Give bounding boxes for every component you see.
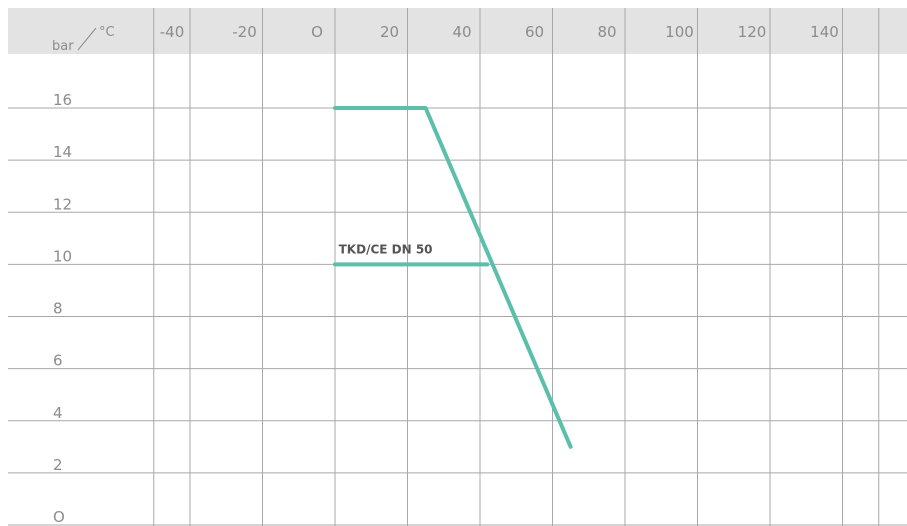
series-label: TKD/CE DN 50 <box>339 242 433 256</box>
y-axis-ticks: 16 14 12 10 8 6 4 2 O <box>53 91 72 526</box>
header-band <box>8 8 907 54</box>
series-layer: TKD/CE DN 50 <box>333 106 573 449</box>
axis-units-corner: bar °C <box>52 25 115 54</box>
y-tick-label: 10 <box>53 247 72 265</box>
x-tick-label: 140 <box>810 23 839 41</box>
x-tick-label: 80 <box>597 23 616 41</box>
x-unit-label: °C <box>99 25 115 40</box>
x-tick-label: 20 <box>380 23 399 41</box>
y-tick-label: 6 <box>53 352 63 370</box>
y-tick-label: O <box>53 508 65 526</box>
y-tick-label: 12 <box>53 195 72 213</box>
y-unit-label: bar <box>52 39 74 54</box>
y-tick-label: 14 <box>53 143 72 161</box>
y-tick-label: 2 <box>53 456 63 474</box>
corner-divider <box>77 27 97 51</box>
grid <box>8 8 907 526</box>
x-tick-label: -20 <box>232 23 257 41</box>
x-tick-label: 120 <box>738 23 767 41</box>
x-tick-label: O <box>311 23 323 41</box>
x-tick-label: -40 <box>160 23 185 41</box>
x-tick-label: 60 <box>525 23 544 41</box>
x-axis-ticks: -40 -20 O 20 40 60 80 100 120 140 <box>160 23 839 41</box>
series-line <box>333 106 573 449</box>
x-tick-label: 100 <box>665 23 694 41</box>
x-tick-label: 40 <box>452 23 471 41</box>
y-tick-label: 8 <box>53 300 63 318</box>
y-tick-label: 4 <box>53 404 63 422</box>
y-tick-label: 16 <box>53 91 72 109</box>
